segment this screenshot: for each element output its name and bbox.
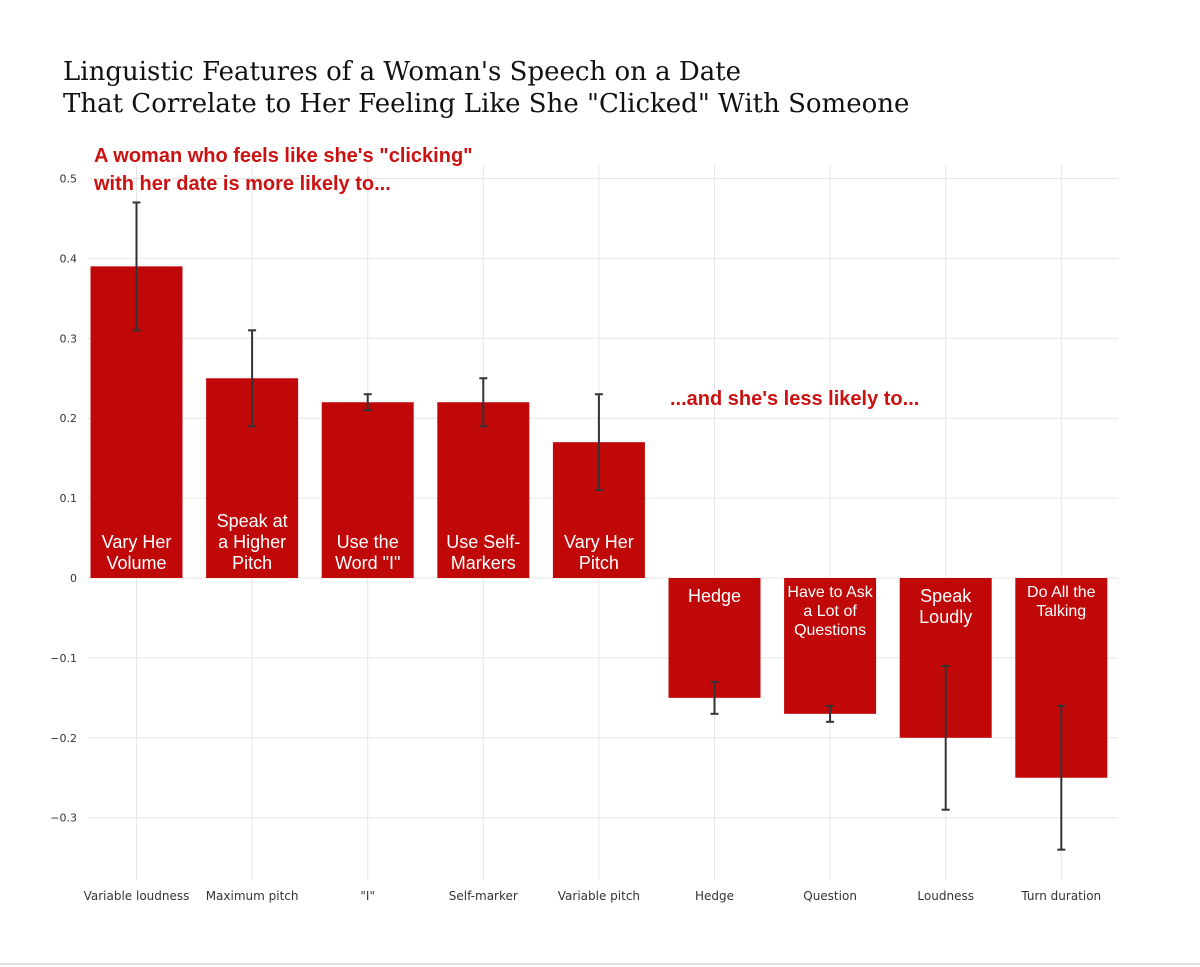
bar-label: Pitch (579, 553, 619, 573)
y-tick-label: −0.2 (50, 732, 77, 745)
annotation-positive-line-2: with her date is more likely to... (93, 173, 391, 195)
y-tick-label: −0.3 (50, 812, 77, 825)
y-tick-label: −0.1 (50, 652, 77, 665)
x-tick-label: Maximum pitch (206, 889, 299, 903)
bar-label: Speak (920, 586, 972, 606)
x-tick-label: "I" (360, 889, 375, 903)
axes: 0.5 0.4 0.3 0.2 0.1 0 −0.1 −0.2 −0.3 Variable lou… (50, 173, 1101, 904)
chart-title-line-2: That Correlate to Her Feeling Like She "… (63, 89, 909, 119)
chart-title-line-1: Linguistic Features of a Woman's Speech … (63, 57, 741, 87)
y-tick-label: 0.2 (60, 412, 78, 425)
x-tick-label: Variable loudness (84, 889, 190, 903)
x-tick-label: Hedge (695, 889, 734, 903)
error-bars (132, 201, 1066, 851)
bar-label: Questions (794, 622, 866, 639)
y-tick-label: 0.4 (60, 252, 78, 265)
annotation-negative: ...and she's less likely to... (670, 388, 919, 410)
bar (437, 402, 530, 578)
bar-label: a Lot of (803, 603, 857, 620)
bar-label: Talking (1036, 603, 1086, 620)
bar-label: Word "I" (335, 553, 400, 573)
bar (321, 402, 414, 578)
y-tick-label: 0.5 (60, 173, 78, 186)
bar-label: Pitch (232, 553, 272, 573)
bar-label: Hedge (688, 586, 741, 606)
bar-label: Have to Ask (787, 584, 873, 601)
x-tick-label: Turn duration (1020, 889, 1101, 903)
bar-label: Vary Her (564, 532, 634, 552)
bar-label: Volume (106, 553, 166, 573)
y-tick-label: 0 (70, 572, 77, 585)
y-tick-label: 0.1 (60, 492, 78, 505)
bar (784, 578, 877, 714)
bar-label: Loudly (919, 607, 972, 627)
bar-label: Do All the (1027, 584, 1096, 601)
annotation-positive-line-1: A woman who feels like she's "clicking" (94, 145, 473, 167)
bar-label: Use the (337, 532, 399, 552)
bar-label: Use Self- (446, 532, 520, 552)
bar-label: Vary Her (102, 532, 172, 552)
bar (668, 578, 761, 698)
x-tick-label: Loudness (917, 889, 974, 903)
bar-label: Speak at (217, 511, 288, 531)
x-tick-label: Self-marker (449, 889, 518, 903)
bar-label: Markers (451, 553, 516, 573)
x-tick-label: Question (803, 889, 857, 903)
x-tick-label: Variable pitch (558, 889, 640, 903)
y-tick-label: 0.3 (60, 332, 78, 345)
bar-label: a Higher (218, 532, 286, 552)
